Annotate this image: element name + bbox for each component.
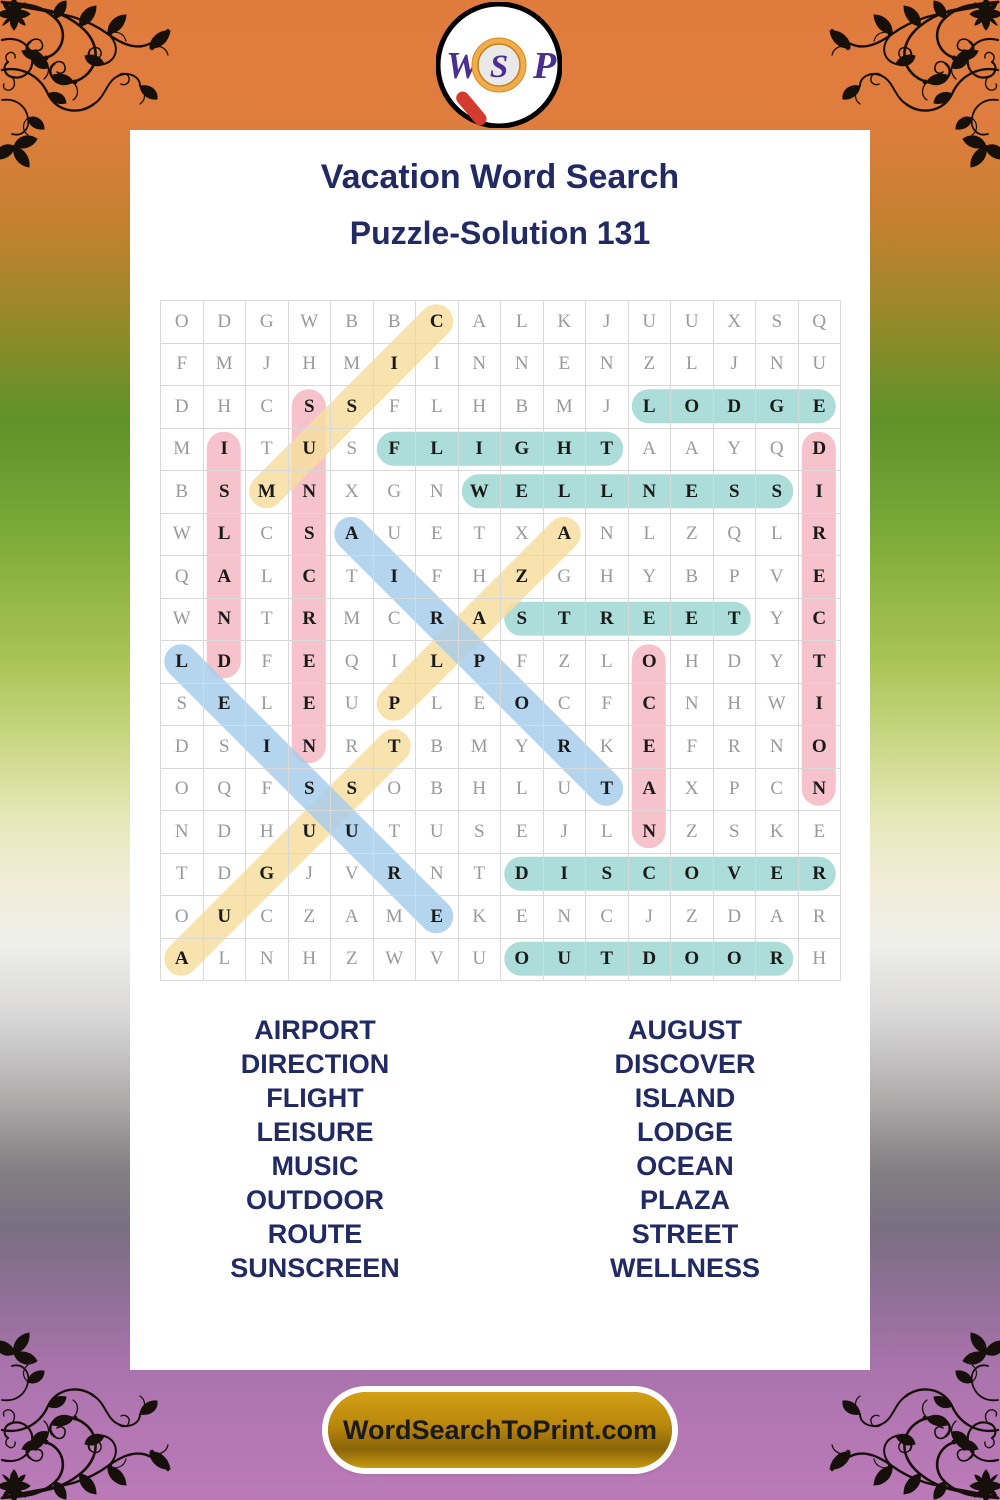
- svg-text:P: P: [532, 45, 557, 87]
- svg-text:S: S: [490, 49, 508, 85]
